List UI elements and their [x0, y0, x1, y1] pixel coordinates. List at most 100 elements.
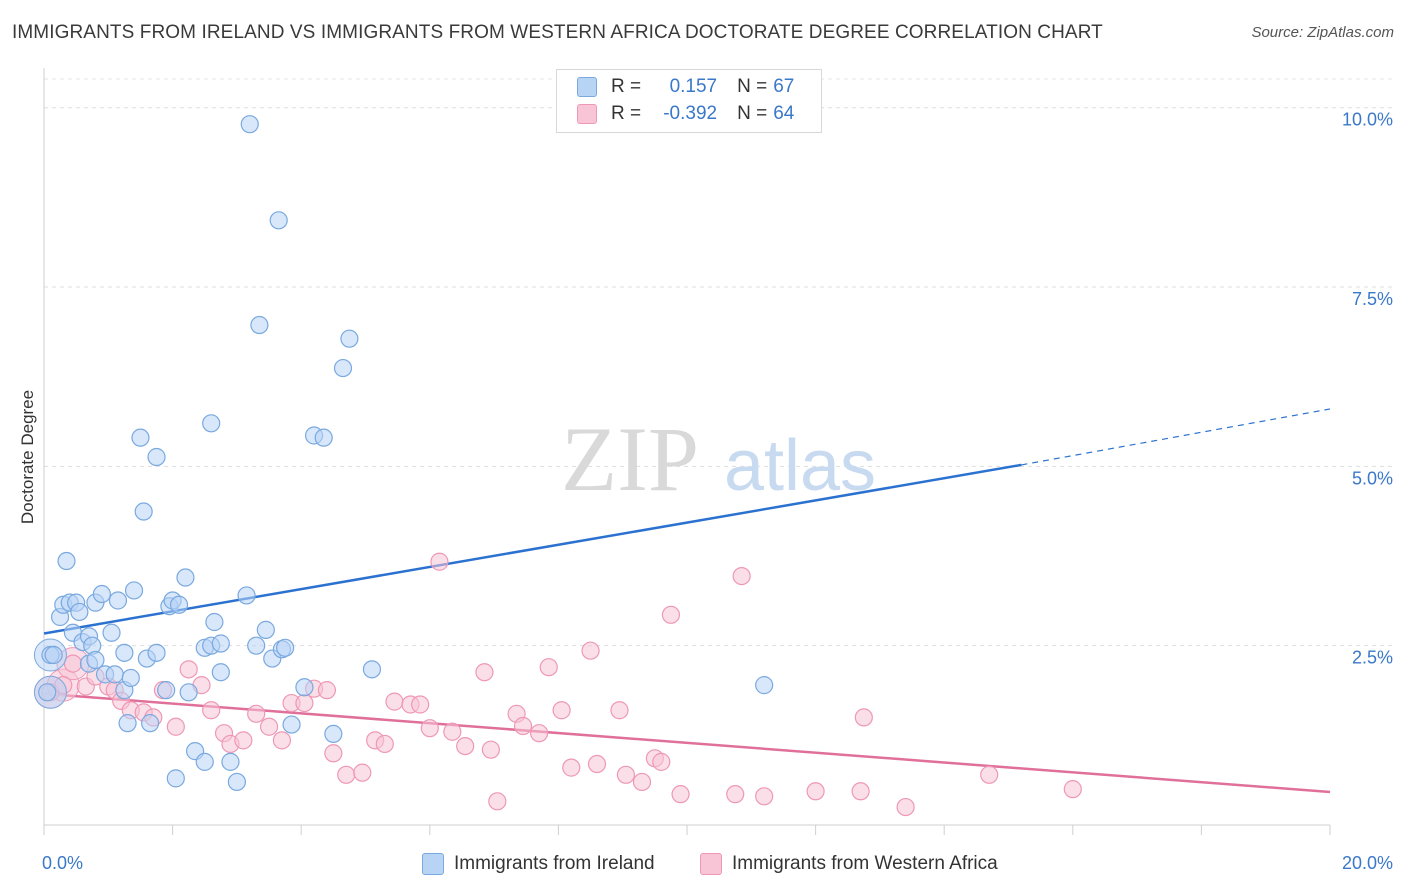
point-ireland: [247, 636, 266, 655]
trend-line-ireland-extension: [1021, 408, 1331, 466]
point-western-africa: [488, 792, 507, 811]
n-label: N =: [737, 76, 768, 97]
bottom-legend-ireland: Immigrants from Ireland: [422, 852, 655, 876]
point-western-africa: [411, 695, 430, 714]
point-western-africa: [1063, 780, 1082, 799]
point-western-africa: [234, 731, 253, 750]
point-ireland: [314, 428, 333, 447]
point-ireland: [240, 115, 259, 134]
point-ireland: [147, 447, 166, 467]
point-ireland: [250, 315, 269, 335]
point-western-africa: [530, 724, 549, 743]
point-western-africa: [317, 681, 337, 700]
point-western-africa: [562, 758, 581, 777]
data-points: [33, 115, 1082, 817]
point-ireland: [176, 568, 195, 587]
point-western-africa: [671, 785, 690, 804]
point-ireland: [256, 620, 275, 639]
point-western-africa: [295, 693, 314, 713]
point-ireland: [324, 724, 343, 744]
point-ireland: [362, 660, 382, 679]
watermark-zip: ZIP: [561, 408, 699, 510]
point-ireland: [333, 358, 353, 378]
point-ireland: [157, 681, 176, 700]
point-western-africa: [539, 658, 558, 677]
point-ireland: [221, 752, 240, 771]
point-western-africa: [661, 605, 681, 624]
point-ireland: [195, 752, 214, 771]
point-western-africa: [732, 566, 751, 586]
point-western-africa: [324, 744, 343, 763]
point-western-africa: [353, 763, 372, 782]
point-western-africa: [552, 701, 571, 720]
n-label: N =: [737, 103, 768, 124]
point-ireland: [295, 678, 314, 697]
point-ireland: [124, 581, 144, 600]
point-ireland: [131, 428, 150, 447]
point-western-africa: [202, 701, 221, 720]
point-western-africa: [587, 754, 607, 774]
point-western-africa: [481, 740, 500, 759]
y-tick-label: 10.0%: [1342, 110, 1393, 130]
point-western-africa: [854, 708, 873, 727]
point-ireland: [755, 676, 774, 695]
point-ireland: [105, 665, 124, 684]
point-ireland: [211, 634, 230, 653]
point-ireland: [205, 612, 224, 632]
point-ireland: [211, 663, 230, 682]
point-western-africa: [513, 716, 533, 736]
point-ireland: [134, 502, 153, 521]
point-ireland: [282, 715, 301, 734]
chart-title: IMMIGRANTS FROM IRELAND VS IMMIGRANTS FR…: [12, 22, 1103, 43]
point-western-africa: [652, 752, 671, 771]
gridlines: [44, 78, 1395, 647]
point-western-africa: [475, 663, 494, 682]
point-western-africa: [337, 765, 356, 784]
legend-row-ireland: R = 0.157 N = 67: [577, 75, 794, 99]
point-ireland: [57, 551, 76, 571]
legend-row-western-africa: R = -0.392 N = 64: [577, 102, 794, 126]
point-western-africa: [616, 765, 636, 784]
point-ireland: [340, 329, 359, 348]
ireland-legend-swatch: [422, 853, 444, 875]
point-western-africa: [443, 722, 462, 741]
point-ireland: [140, 714, 160, 733]
point-ireland: [44, 645, 63, 665]
point-western-africa: [456, 736, 475, 756]
point-ireland: [38, 683, 57, 702]
point-ireland: [102, 623, 121, 642]
source-label: Source: ZipAtlas.com: [1251, 24, 1394, 41]
point-ireland: [227, 772, 246, 792]
watermark-atlas: atlas: [724, 426, 876, 506]
y-tick-label: 2.5%: [1352, 648, 1393, 668]
western-africa-legend-label: Immigrants from Western Africa: [732, 853, 998, 874]
x-tick-label-min: 0.0%: [42, 853, 83, 873]
r-label: R =: [611, 76, 642, 97]
tick-labels: 2.5% 5.0% 7.5% 10.0% 0.0% 20.0% Doctorate Degr…: [18, 110, 1393, 873]
point-western-africa: [166, 717, 185, 736]
y-axis-title: Doctorate Degree: [18, 390, 37, 524]
point-ireland: [108, 591, 128, 610]
point-western-africa: [610, 701, 629, 720]
point-western-africa: [430, 552, 449, 571]
point-western-africa: [581, 641, 600, 660]
r-value-western-africa: -0.392: [663, 103, 718, 124]
western-africa-legend-swatch: [700, 853, 722, 875]
point-western-africa: [385, 692, 404, 711]
point-ireland: [276, 638, 295, 657]
point-ireland: [70, 602, 89, 622]
r-value-ireland: 0.157: [669, 76, 718, 97]
r-label: R =: [611, 103, 642, 124]
point-ireland: [179, 683, 198, 702]
western-africa-swatch: [577, 104, 597, 124]
point-western-africa: [851, 782, 870, 801]
n-value-western-africa: 64: [773, 103, 795, 124]
stats-legend: R = 0.157 N = 67 R = -0.392 N = 64: [556, 69, 822, 133]
point-ireland: [121, 668, 140, 688]
point-ireland: [86, 650, 105, 670]
point-ireland: [115, 643, 134, 662]
point-ireland: [92, 584, 111, 604]
point-ireland: [202, 414, 221, 433]
point-ireland: [118, 714, 137, 733]
